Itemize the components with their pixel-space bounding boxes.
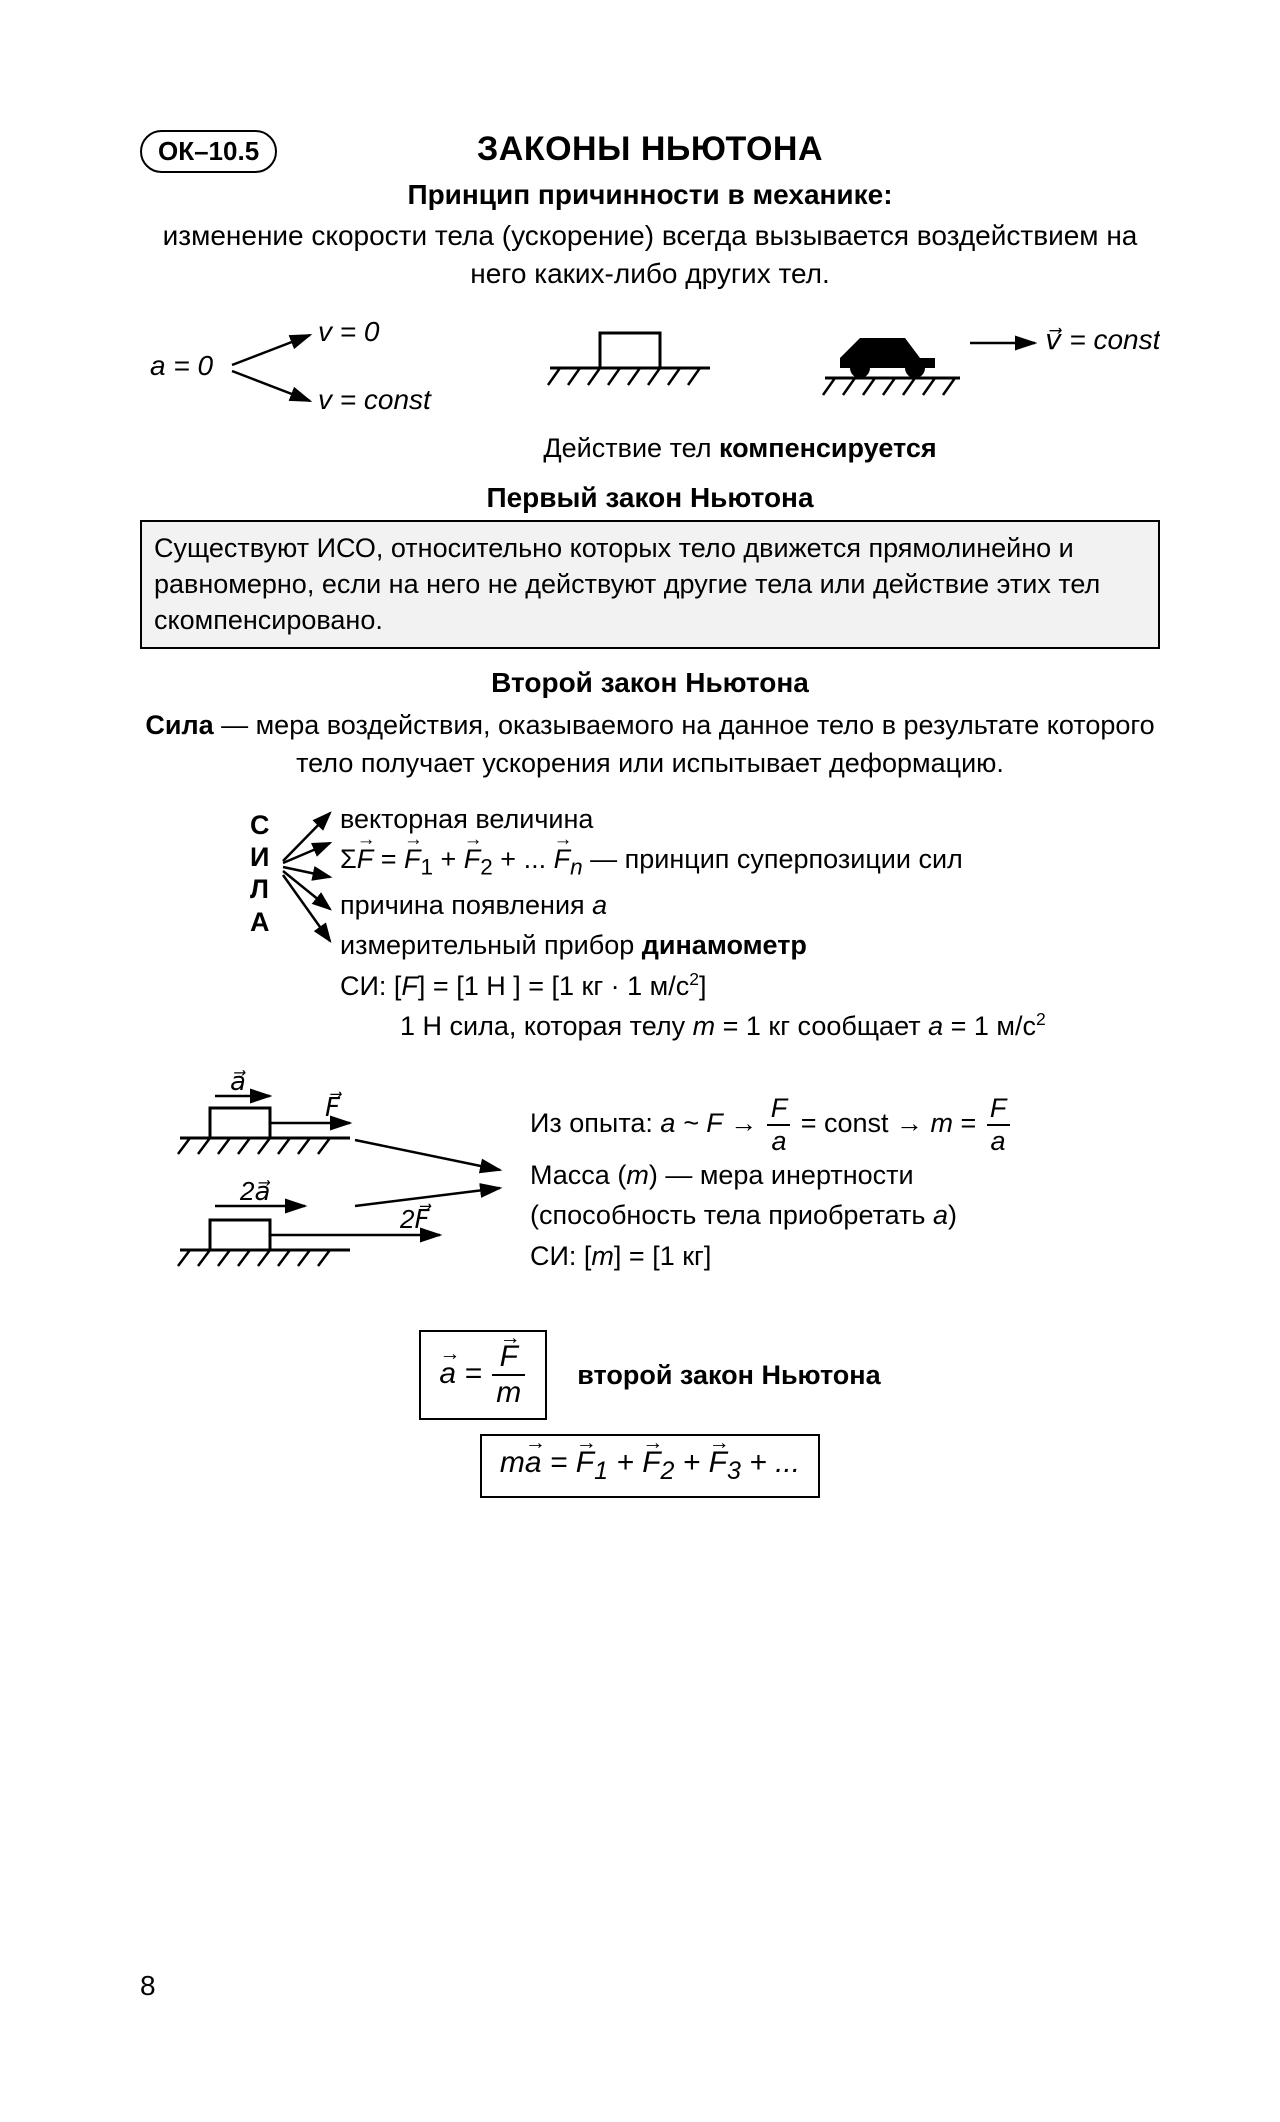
force-definition: Сила — мера воздействия, оказываемого на…	[140, 707, 1160, 783]
formula1-label: второй закон Ньютона	[577, 1360, 880, 1391]
sila-letter: С	[250, 809, 270, 841]
sila-line4: измерительный прибор динамометр	[340, 927, 1160, 963]
formula2-box: ma = F1 + F2 + F3 + ...	[480, 1434, 820, 1498]
block-diagram	[530, 313, 730, 423]
force-text: — мера воздействия, оказываемого на данн…	[214, 710, 1155, 778]
subtitle: Принцип причинности в механике:	[140, 179, 1160, 211]
svg-text:a⃗: a⃗	[230, 1070, 246, 1096]
svg-text:2a⃗: 2a⃗	[239, 1176, 271, 1206]
sila-line3: причина появления a	[340, 887, 1160, 923]
svg-text:2F⃗: 2F⃗	[399, 1204, 432, 1235]
law2-heading: Второй закон Ньютона	[140, 667, 1160, 699]
svg-text:v⃗ = const: v⃗ = const	[1045, 324, 1160, 355]
sila-acrostic: С И Л А векторная величина ΣF = F1 + F2 …	[140, 801, 1160, 1045]
sila-letter: И	[250, 841, 270, 873]
sila-arrows	[275, 801, 345, 951]
svg-text:F⃗: F⃗	[325, 1092, 343, 1123]
mass-line3: (способность тела приобретать a)	[530, 1195, 1012, 1236]
mass-text: Из опыта: a ~ F → Fa = const → m = Fa Ма…	[530, 1095, 1012, 1277]
formula2-row: ma = F1 + F2 + F3 + ...	[140, 1434, 1160, 1498]
carts-diagram: a⃗ F⃗ 2a⃗ 2F⃗	[140, 1070, 510, 1300]
formula1-row: a = Fm второй закон Ньютона	[140, 1330, 1160, 1420]
law1-heading: Первый закон Ньютона	[140, 482, 1160, 514]
sila-lines: векторная величина ΣF = F1 + F2 + ... Fn…	[340, 801, 1160, 1045]
mass-line4: СИ: [m] = [1 кг]	[530, 1236, 1012, 1277]
formula1-box: a = Fm	[419, 1330, 547, 1420]
force-label: Сила	[145, 710, 213, 740]
mass-block: a⃗ F⃗ 2a⃗ 2F⃗	[140, 1070, 1160, 1300]
mass-line2: Масса (m) — мера инертности	[530, 1155, 1012, 1196]
sila-line5: СИ: [F] = [1 Н ] = [1 кг · 1 м/с2]	[340, 968, 1160, 1004]
svg-text:a = 0: a = 0	[150, 350, 213, 381]
page-title: ЗАКОНЫ НЬЮТОНА	[140, 130, 1160, 169]
law1-box: Существуют ИСО, относительно которых тел…	[140, 520, 1160, 649]
fork-diagram: a = 0 v = 0 v = const	[140, 313, 440, 423]
physics-page: ОК–10.5 ЗАКОНЫ НЬЮТОНА Принцип причиннос…	[0, 0, 1280, 2122]
car-diagram: v⃗ = const	[820, 313, 1160, 423]
sila-letter: А	[250, 906, 270, 938]
sila-letters: С И Л А	[250, 809, 270, 939]
sila-line2: ΣF = F1 + F2 + ... Fn — принцип суперпоз…	[340, 841, 1160, 883]
caption-text: Действие тел	[543, 433, 719, 463]
page-number: 8	[140, 1970, 156, 2002]
compensation-caption: Действие тел компенсируется	[320, 433, 1160, 464]
compensation-row: a = 0 v = 0 v = const	[140, 313, 1160, 423]
svg-text:v = 0: v = 0	[318, 316, 380, 347]
sila-letter: Л	[250, 873, 270, 905]
intro-text: изменение скорости тела (ускорение) всег…	[140, 217, 1160, 293]
sila-line6: 1 Н сила, которая телу m = 1 кг сообщает…	[400, 1008, 1160, 1044]
superposition-text: — принцип суперпозиции сил	[583, 844, 963, 874]
section-badge: ОК–10.5	[140, 130, 277, 173]
caption-bold: компенсируется	[719, 433, 937, 463]
svg-text:v = const: v = const	[318, 384, 432, 415]
mass-line1: Из опыта: a ~ F → Fa = const → m = Fa	[530, 1095, 1012, 1155]
